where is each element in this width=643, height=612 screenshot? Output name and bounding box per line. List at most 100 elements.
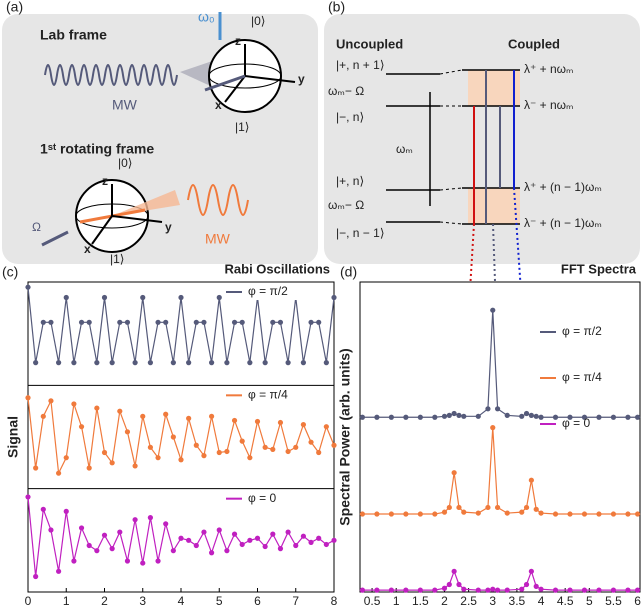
panel-bg — [324, 14, 640, 264]
series-line — [362, 310, 638, 418]
data-point — [316, 449, 322, 456]
data-point — [247, 360, 253, 366]
data-point — [432, 511, 438, 517]
data-point — [56, 360, 62, 366]
data-point — [316, 319, 322, 325]
x-tick-label: 4 — [538, 594, 545, 607]
data-point — [300, 360, 306, 366]
vector — [204, 74, 246, 92]
data-point — [494, 587, 501, 593]
data-point — [533, 583, 539, 589]
charts: (c)Rabi Oscillations012345678t (μs)Signa… — [2, 261, 641, 612]
data-point — [596, 511, 602, 517]
data-point — [331, 537, 337, 543]
data-point — [432, 414, 438, 420]
x-tick-label: 5.5 — [605, 594, 622, 607]
label: |1⟩ — [235, 120, 249, 134]
data-point — [254, 535, 261, 541]
data-point — [63, 294, 69, 301]
label: ωₘ — [396, 142, 413, 156]
data-point — [117, 319, 123, 325]
data-point — [596, 587, 602, 593]
data-point — [293, 542, 299, 549]
x-tick-label: 3 — [139, 594, 146, 607]
beam — [112, 190, 180, 216]
label: Uncoupled — [336, 36, 403, 51]
data-point — [625, 587, 631, 593]
legend-label: φ = 0 — [562, 416, 590, 430]
data-point — [323, 541, 329, 548]
data-point — [155, 455, 161, 461]
data-point — [519, 413, 525, 419]
legend-label: φ = π/2 — [562, 324, 602, 338]
x-tick-label: 2 — [101, 594, 108, 607]
data-point — [254, 418, 261, 425]
data-point — [285, 360, 291, 366]
data-point — [485, 504, 491, 511]
data-point — [193, 442, 199, 448]
data-point — [285, 448, 291, 455]
x-tick-label: 1.5 — [412, 594, 429, 607]
data-point — [475, 587, 481, 593]
data-point — [178, 535, 184, 541]
data-point — [186, 537, 192, 543]
data-point — [140, 560, 146, 566]
data-point — [216, 527, 222, 533]
x-tick-label: 2 — [441, 594, 448, 607]
data-point — [155, 319, 161, 325]
data-point — [193, 319, 199, 325]
legend-label: φ = π/4 — [562, 370, 602, 384]
data-point — [94, 548, 100, 554]
data-point — [485, 406, 491, 412]
label: ω₀ — [198, 9, 215, 25]
data-point — [33, 360, 39, 366]
data-point — [461, 413, 467, 419]
y-axis-label: Spectral Power (arb. units) — [337, 348, 353, 525]
data-point — [323, 360, 329, 366]
data-point — [239, 438, 245, 444]
x-tick-label: 8 — [331, 594, 338, 607]
data-point — [163, 319, 169, 325]
data-point — [485, 587, 491, 593]
data-point — [193, 542, 199, 549]
chart-title: FFT Spectra — [561, 261, 637, 276]
label: MW — [112, 97, 138, 113]
data-point — [147, 360, 153, 366]
label: Lab frame — [40, 27, 107, 43]
data-point — [124, 558, 131, 564]
data-point — [262, 360, 268, 366]
data-point — [374, 587, 380, 593]
data-point — [552, 511, 559, 517]
data-point — [331, 294, 337, 301]
data-point — [94, 405, 100, 411]
data-point — [247, 455, 253, 461]
label: ωₘ− Ω — [328, 198, 364, 212]
label: |0⟩ — [118, 156, 132, 170]
data-point — [262, 543, 268, 550]
x-tick-label: 6 — [634, 594, 641, 607]
data-point — [40, 319, 46, 325]
data-point — [538, 414, 544, 420]
data-point — [163, 521, 169, 527]
data-point — [519, 586, 525, 592]
data-point — [359, 414, 366, 420]
data-point — [277, 419, 284, 426]
axis — [224, 75, 246, 103]
data-point — [359, 511, 366, 517]
data-point — [625, 511, 631, 517]
data-point — [504, 510, 510, 516]
data-point — [25, 284, 31, 290]
data-point — [209, 550, 215, 556]
data-point — [490, 307, 496, 313]
data-point — [523, 504, 530, 511]
chart-title: Rabi Oscillations — [225, 261, 330, 276]
data-point — [170, 360, 176, 366]
data-point — [78, 424, 85, 430]
data-point — [40, 506, 46, 512]
data-point — [224, 548, 230, 554]
data-point — [48, 398, 54, 404]
data-point — [308, 439, 314, 445]
data-point — [456, 504, 462, 511]
data-point — [262, 444, 268, 450]
